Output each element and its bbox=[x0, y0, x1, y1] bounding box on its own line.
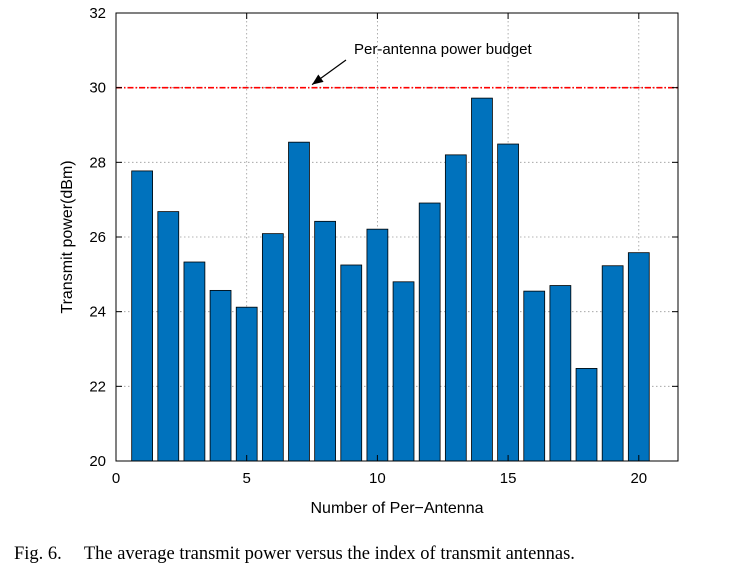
bar bbox=[523, 290, 546, 462]
y-tick-label: 24 bbox=[89, 304, 106, 321]
x-tick-label: 10 bbox=[369, 470, 386, 487]
bar bbox=[601, 265, 624, 462]
x-tick-label: 0 bbox=[112, 470, 120, 487]
bar bbox=[392, 281, 415, 462]
bar bbox=[471, 97, 493, 462]
bar bbox=[183, 261, 206, 462]
caption-text: The average transmit power versus the in… bbox=[83, 544, 575, 564]
bar bbox=[627, 252, 650, 462]
bar bbox=[314, 220, 336, 462]
y-tick-label: 30 bbox=[89, 80, 106, 97]
x-tick-labels: 0 5 10 15 20 bbox=[112, 470, 647, 487]
ticks bbox=[115, 12, 678, 462]
bar bbox=[497, 143, 519, 462]
y-tick-label: 28 bbox=[89, 154, 106, 171]
bar bbox=[366, 228, 389, 462]
y-tick-label: 20 bbox=[89, 453, 106, 470]
figure-caption: Fig. 6. The average transmit power versus… bbox=[14, 544, 734, 565]
bar bbox=[418, 202, 441, 462]
y-tick-label: 26 bbox=[89, 229, 106, 246]
y-axis-label: Transmit power(dBm) bbox=[59, 160, 76, 313]
bar bbox=[157, 211, 180, 462]
annotation: Per-antenna power budget bbox=[311, 41, 532, 86]
x-tick-label: 15 bbox=[500, 470, 517, 487]
bar bbox=[575, 368, 598, 462]
x-axis-label: Number of Per−Antenna bbox=[311, 500, 484, 517]
bar bbox=[131, 170, 153, 462]
annotation-text: Per-antenna power budget bbox=[354, 41, 532, 58]
bar bbox=[340, 264, 363, 462]
bar bbox=[444, 154, 467, 462]
caption-label: Fig. 6. bbox=[14, 544, 62, 564]
bar bbox=[209, 289, 232, 462]
bar bbox=[549, 285, 572, 462]
bar-chart: 0 5 10 15 20 20 22 24 26 28 30 32 Number of Per−An… bbox=[59, 5, 679, 517]
bar bbox=[288, 141, 310, 462]
bars bbox=[131, 97, 650, 462]
y-tick-label: 32 bbox=[89, 5, 106, 22]
x-tick-label: 5 bbox=[243, 470, 251, 487]
x-tick-label: 20 bbox=[630, 470, 647, 487]
bar bbox=[261, 233, 284, 462]
y-tick-labels: 20 22 24 26 28 30 32 bbox=[89, 5, 106, 470]
y-tick-label: 22 bbox=[89, 378, 106, 395]
bar bbox=[235, 306, 258, 462]
annotation-arrowhead bbox=[312, 74, 324, 85]
